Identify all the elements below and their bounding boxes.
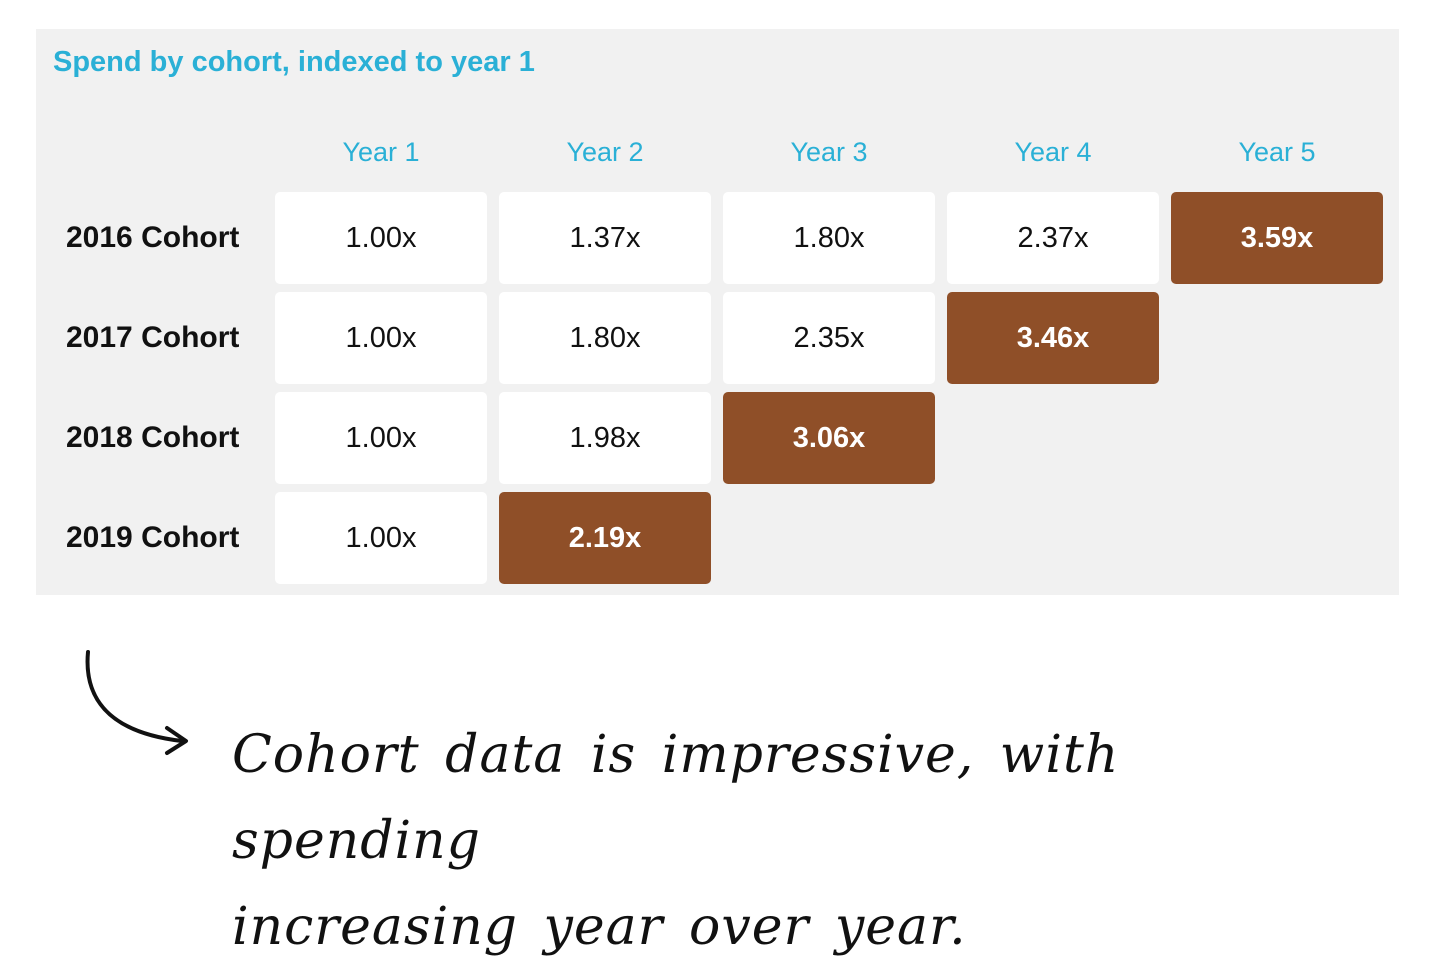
value-cell: 1.00x xyxy=(275,192,487,284)
value-cell: 2.37x xyxy=(947,192,1159,284)
annotation-line-1: Cohort data is impressive, with spending xyxy=(232,725,1120,871)
highlighted-value-cell: 3.06x xyxy=(723,392,935,484)
value-cell: 1.00x xyxy=(275,492,487,584)
value-cell: 1.00x xyxy=(275,292,487,384)
row-label: 2016 Cohort xyxy=(66,221,240,254)
value-cell: 1.80x xyxy=(499,292,711,384)
row-label: 2017 Cohort xyxy=(66,321,240,354)
highlighted-value-cell: 2.19x xyxy=(499,492,711,584)
column-header: Year 2 xyxy=(566,137,644,167)
chart-title: Spend by cohort, indexed to year 1 xyxy=(53,46,535,78)
value-cell: 1.98x xyxy=(499,392,711,484)
highlighted-value-cell: 3.46x xyxy=(947,292,1159,384)
annotation-text: Cohort data is impressive, with spending… xyxy=(232,712,1352,970)
value-cell: 1.00x xyxy=(275,392,487,484)
highlighted-value-cell: 3.59x xyxy=(1171,192,1383,284)
row-label: 2019 Cohort xyxy=(66,521,240,554)
column-header: Year 3 xyxy=(790,137,868,167)
row-label: 2018 Cohort xyxy=(66,421,240,454)
column-header: Year 5 xyxy=(1238,137,1316,167)
value-cell: 1.37x xyxy=(499,192,711,284)
value-cell: 1.80x xyxy=(723,192,935,284)
column-header: Year 1 xyxy=(342,137,420,167)
curved-arrow-icon xyxy=(85,650,188,755)
annotation-line-2: increasing year over year. xyxy=(232,897,967,957)
column-header: Year 4 xyxy=(1014,137,1092,167)
cohort-table-panel: Spend by cohort, indexed to year 1 Year … xyxy=(36,29,1399,595)
value-cell: 2.35x xyxy=(723,292,935,384)
